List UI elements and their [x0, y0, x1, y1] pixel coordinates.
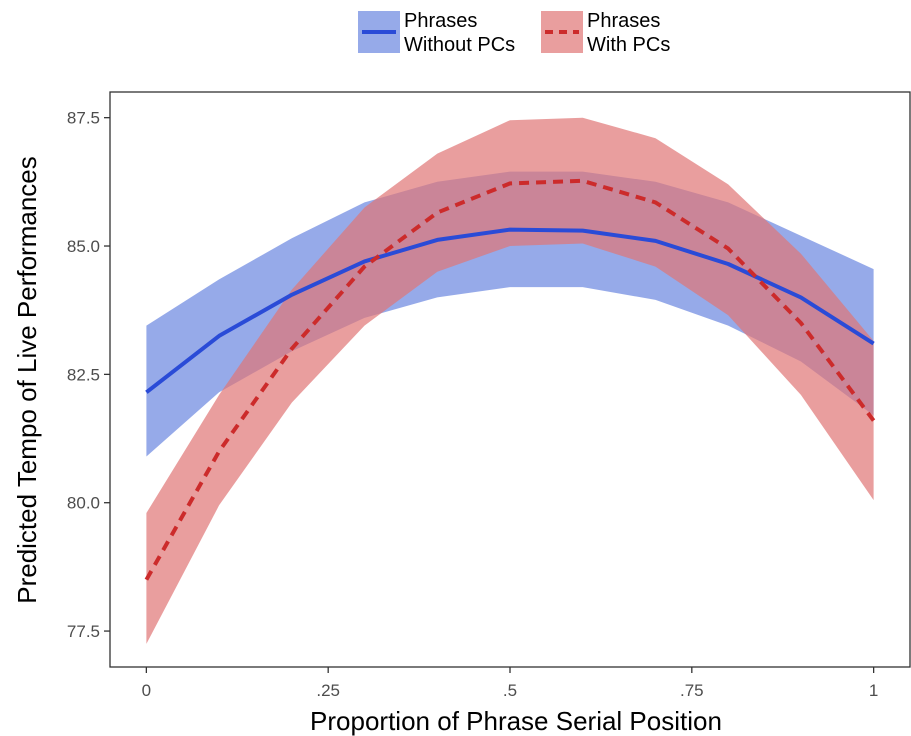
- legend-label-phrases-with-pcs: Phrases: [587, 10, 660, 32]
- y-axis-title: Predicted Tempo of Live Performances: [12, 156, 42, 604]
- data-point-phrases-without-pcs: [872, 342, 875, 345]
- legend-label-phrases-without-pcs: Without PCs: [404, 34, 515, 56]
- data-point-phrases-with-pcs: [218, 450, 221, 453]
- x-tick-label: .25: [316, 681, 340, 700]
- x-tick-label: 1: [869, 681, 878, 700]
- data-point-phrases-with-pcs: [727, 247, 730, 250]
- y-tick-label: 80.0: [67, 494, 100, 513]
- legend-label-phrases-with-pcs: With PCs: [587, 34, 670, 56]
- data-point-phrases-with-pcs: [145, 578, 148, 581]
- data-point-phrases-without-pcs: [436, 238, 439, 241]
- x-tick-label: 0: [142, 681, 151, 700]
- data-point-phrases-without-pcs: [654, 239, 657, 242]
- x-axis-title: Proportion of Phrase Serial Position: [310, 706, 722, 736]
- data-point-phrases-without-pcs: [727, 263, 730, 266]
- data-point-phrases-without-pcs: [509, 228, 512, 231]
- data-point-phrases-with-pcs: [581, 179, 584, 182]
- y-axis: 77.5 80.0 82.5 85.0 87.5: [67, 109, 110, 641]
- x-tick-label: .75: [680, 681, 704, 700]
- series-line-phrases-with-pcs: [144, 178, 876, 581]
- confidence-bands: [146, 117, 874, 644]
- y-tick-label: 87.5: [67, 109, 100, 128]
- data-point-phrases-without-pcs: [218, 334, 221, 337]
- series-lines: [144, 178, 876, 581]
- data-point-phrases-without-pcs: [363, 260, 366, 263]
- legend-label-phrases-without-pcs: Phrases: [404, 10, 477, 32]
- x-axis: 0 .25 .5 .75 1: [142, 667, 878, 700]
- data-point-phrases-with-pcs: [363, 265, 366, 268]
- data-point-phrases-without-pcs: [290, 293, 293, 296]
- data-point-phrases-with-pcs: [290, 347, 293, 350]
- y-tick-label: 82.5: [67, 365, 100, 384]
- data-point-phrases-with-pcs: [872, 419, 875, 422]
- y-tick-label: 77.5: [67, 622, 100, 641]
- data-point-phrases-with-pcs: [799, 322, 802, 325]
- data-point-phrases-without-pcs: [799, 296, 802, 299]
- data-point-phrases-with-pcs: [509, 182, 512, 185]
- x-tick-label: .5: [503, 681, 517, 700]
- confidence-band-phrases-with-pcs: [146, 117, 874, 644]
- y-tick-label: 85.0: [67, 237, 100, 256]
- data-point-phrases-with-pcs: [654, 201, 657, 204]
- data-point-phrases-with-pcs: [436, 211, 439, 214]
- data-point-phrases-without-pcs: [581, 229, 584, 232]
- data-point-phrases-without-pcs: [145, 391, 148, 394]
